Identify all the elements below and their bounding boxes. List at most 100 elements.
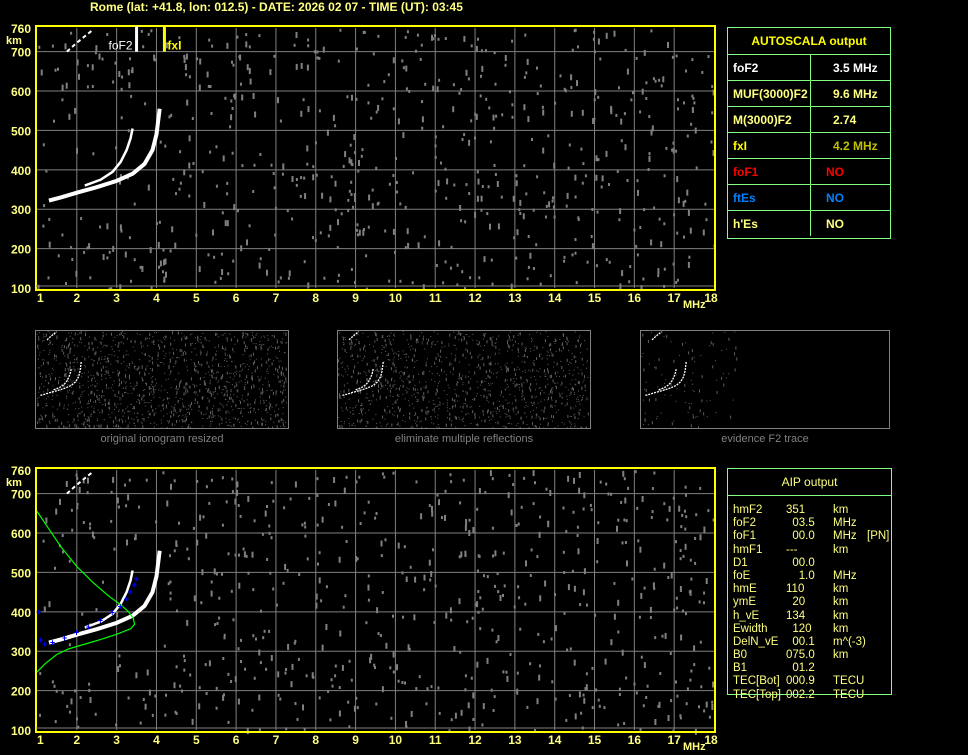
noise-echo	[577, 340, 579, 342]
noise-echo	[203, 377, 205, 379]
noise-echo	[584, 340, 586, 342]
noise-echo	[491, 282, 494, 286]
noise-echo	[522, 389, 524, 393]
noise-echo	[59, 363, 61, 365]
noise-echo	[657, 704, 660, 708]
noise-echo	[259, 396, 261, 398]
noise-echo	[148, 360, 150, 362]
noise-echo	[174, 424, 176, 426]
noise-echo	[356, 706, 359, 710]
noise-echo	[344, 368, 346, 370]
noise-echo	[721, 376, 723, 380]
noise-echo	[546, 358, 548, 360]
noise-echo	[141, 418, 143, 420]
noise-echo	[532, 368, 534, 372]
noise-echo	[360, 390, 362, 394]
noise-echo	[687, 412, 689, 414]
noise-echo	[189, 385, 191, 389]
noise-echo	[374, 385, 376, 387]
noise-echo	[680, 634, 683, 641]
noise-echo	[521, 396, 523, 398]
noise-echo	[268, 358, 270, 362]
noise-echo	[173, 410, 175, 412]
noise-echo	[261, 422, 263, 426]
noise-echo	[736, 357, 738, 361]
noise-echo	[391, 407, 393, 409]
noise-echo	[74, 345, 76, 347]
noise-echo	[188, 75, 191, 79]
noise-echo	[573, 659, 576, 666]
noise-echo	[269, 395, 271, 399]
noise-echo	[463, 133, 466, 137]
noise-echo	[507, 385, 509, 387]
noise-echo	[586, 397, 588, 399]
noise-echo	[70, 698, 73, 705]
noise-echo	[120, 332, 122, 336]
noise-echo	[150, 399, 152, 401]
noise-echo	[597, 38, 600, 45]
noise-echo	[202, 396, 204, 400]
noise-echo	[357, 362, 359, 364]
noise-echo	[143, 417, 145, 421]
noise-echo	[536, 383, 538, 385]
noise-echo	[437, 686, 440, 690]
noise-echo	[78, 413, 80, 415]
noise-echo	[260, 376, 262, 378]
noise-echo	[470, 44, 473, 48]
noise-echo	[662, 76, 665, 83]
noise-echo	[236, 370, 238, 372]
noise-echo	[125, 387, 127, 389]
noise-echo	[56, 408, 58, 410]
noise-echo	[131, 418, 133, 420]
noise-echo	[505, 426, 507, 430]
noise-echo	[449, 362, 451, 366]
noise-echo	[242, 332, 244, 334]
noise-echo	[255, 358, 257, 360]
noise-echo	[230, 680, 233, 683]
noise-echo	[181, 337, 183, 341]
noise-echo	[438, 408, 440, 410]
noise-echo	[65, 372, 67, 376]
noise-echo	[642, 704, 645, 708]
noise-echo	[642, 353, 644, 355]
noise-echo	[338, 686, 341, 689]
noise-echo	[478, 276, 481, 280]
noise-echo	[195, 391, 197, 393]
noise-echo	[489, 470, 492, 477]
noise-echo	[532, 208, 535, 212]
noise-echo	[275, 414, 277, 418]
thumbnail-trace	[342, 361, 384, 397]
noise-echo	[404, 681, 406, 685]
noise-echo	[160, 422, 162, 424]
noise-echo	[469, 351, 471, 355]
noise-echo	[275, 356, 277, 358]
noise-echo	[530, 388, 532, 392]
noise-echo	[268, 402, 270, 404]
noise-echo	[375, 333, 377, 337]
noise-echo	[627, 486, 630, 490]
noise-echo	[118, 390, 120, 394]
noise-echo	[620, 118, 623, 125]
noise-echo	[234, 553, 237, 557]
noise-echo	[694, 361, 696, 363]
noise-echo	[528, 427, 530, 429]
noise-echo	[620, 139, 623, 143]
noise-echo	[276, 339, 278, 341]
noise-echo	[277, 97, 279, 104]
noise-echo	[203, 381, 205, 383]
noise-echo	[565, 386, 567, 388]
noise-echo	[250, 410, 252, 414]
noise-echo	[261, 419, 263, 421]
noise-echo	[92, 363, 94, 367]
noise-echo	[359, 348, 361, 352]
noise-echo	[155, 378, 157, 380]
noise-echo	[283, 375, 285, 377]
noise-echo	[542, 109, 545, 116]
noise-echo	[650, 239, 653, 246]
noise-echo	[555, 375, 557, 377]
noise-echo	[639, 226, 642, 229]
noise-echo	[243, 341, 245, 345]
noise-echo	[507, 403, 509, 405]
autoscala-row: h'Es NO	[728, 210, 890, 236]
noise-echo	[97, 372, 99, 376]
